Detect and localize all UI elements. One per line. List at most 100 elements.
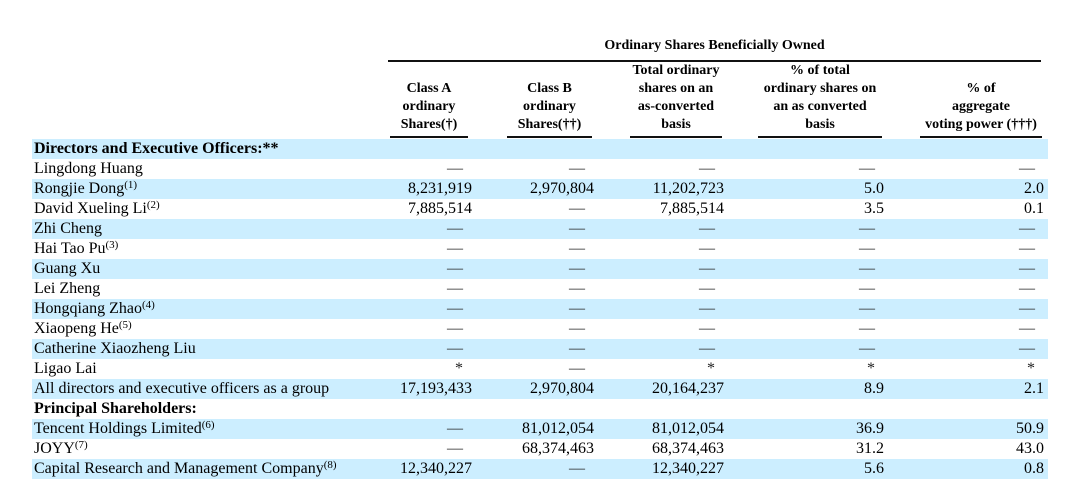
cell-text: 0.1 xyxy=(1024,200,1044,217)
cell-text: — xyxy=(569,260,585,277)
column-header-line: as-converted xyxy=(637,99,715,114)
cell-value: 5.0 xyxy=(724,179,884,199)
cell-text: — xyxy=(569,240,585,257)
cell-value: — xyxy=(472,199,594,219)
cell-value: — xyxy=(472,159,594,179)
column-header: Class A ordinary Shares(†) xyxy=(364,62,494,134)
cell-value: — xyxy=(884,259,1044,279)
cell-value: — xyxy=(594,259,724,279)
table-row: Principal Shareholders: xyxy=(32,399,1048,419)
cell-text: — xyxy=(699,280,715,297)
column-header-line: basis xyxy=(661,117,691,132)
cell-value xyxy=(594,139,724,159)
cell-text: 2,970,804 xyxy=(530,180,594,197)
cell-value: 20,164,237 xyxy=(594,379,724,399)
column-underline xyxy=(507,136,592,138)
cell-value: — xyxy=(472,219,594,239)
cell-text: — xyxy=(569,460,585,477)
cell-value: 68,374,463 xyxy=(594,439,724,459)
cell-value: — xyxy=(884,339,1044,359)
table-span-header: Ordinary Shares Beneficially Owned xyxy=(604,38,825,53)
footnote-ref: (1) xyxy=(124,179,138,191)
table-row: Catherine Xiaozheng Liu — — — — — xyxy=(32,339,1048,359)
column-header-line: Class A xyxy=(406,81,452,96)
ownership-table-body: Directors and Executive Officers:** Lingd… xyxy=(32,139,1048,479)
cell-text: * xyxy=(867,360,875,377)
row-label: Rongjie Dong(1) xyxy=(34,179,138,198)
column-underline xyxy=(390,136,468,138)
cell-text: 12,340,227 xyxy=(400,460,472,477)
cell-value: — xyxy=(724,339,884,359)
table-row: Zhi Cheng — — — — — xyxy=(32,219,1048,239)
cell-text: — xyxy=(569,220,585,237)
cell-text: — xyxy=(569,320,585,337)
row-label: Guang Xu xyxy=(34,260,101,277)
cell-value: 12,340,227 xyxy=(594,459,724,479)
cell-text: — xyxy=(859,220,875,237)
column-header-line: Shares(†) xyxy=(400,117,458,132)
cell-value: — xyxy=(884,299,1044,319)
column-header-line: ordinary shares on xyxy=(763,81,877,96)
row-label: David Xueling Li(2) xyxy=(34,199,160,218)
column-header-line: shares on an xyxy=(638,81,714,96)
table-row: Guang Xu — — — — — xyxy=(32,259,1048,279)
cell-text: 5.6 xyxy=(864,460,884,477)
footnote-ref: (2) xyxy=(146,199,160,211)
cell-text: — xyxy=(699,160,715,177)
cell-value: — xyxy=(724,159,884,179)
cell-text: — xyxy=(569,280,585,297)
cell-value xyxy=(724,399,884,419)
cell-text: 68,374,463 xyxy=(652,440,724,457)
cell-value: 81,012,054 xyxy=(594,419,724,439)
cell-value xyxy=(472,399,594,419)
cell-text: 43.0 xyxy=(1016,440,1044,457)
cell-text: — xyxy=(447,240,463,257)
cell-text: — xyxy=(569,340,585,357)
cell-value: — xyxy=(472,459,594,479)
cell-text: 81,012,054 xyxy=(522,420,594,437)
cell-value: — xyxy=(392,159,472,179)
table-row: JOYY(7) — 68,374,463 68,374,463 31.2 43.0 xyxy=(32,439,1048,459)
cell-value: — xyxy=(472,339,594,359)
cell-value: 8.9 xyxy=(724,379,884,399)
footnote-ref: (8) xyxy=(323,459,337,471)
cell-text: — xyxy=(859,340,875,357)
row-label: Lei Zheng xyxy=(34,280,101,297)
cell-value: 5.6 xyxy=(724,459,884,479)
column-underline xyxy=(920,136,1042,138)
cell-value xyxy=(724,139,884,159)
cell-value: — xyxy=(594,279,724,299)
cell-value: — xyxy=(594,239,724,259)
column-header-line: Shares(††) xyxy=(517,117,582,132)
row-label: Catherine Xiaozheng Liu xyxy=(34,340,196,357)
cell-value: 50.9 xyxy=(884,419,1044,439)
table-row: Hai Tao Pu(3) — — — — — xyxy=(32,239,1048,259)
cell-value: 11,202,723 xyxy=(594,179,724,199)
cell-text: 8,231,919 xyxy=(408,180,472,197)
cell-text: 2.0 xyxy=(1024,180,1044,197)
cell-text: — xyxy=(1019,340,1035,357)
column-header-line: ordinary xyxy=(523,99,576,114)
row-label: Zhi Cheng xyxy=(34,220,102,237)
cell-value: 0.8 xyxy=(884,459,1044,479)
footnote-ref: (5) xyxy=(118,319,132,331)
cell-text: * xyxy=(1027,360,1035,377)
cell-value: — xyxy=(594,319,724,339)
cell-value: * xyxy=(724,359,884,379)
cell-value: — xyxy=(724,259,884,279)
column-header-line: basis xyxy=(805,117,835,132)
cell-value: — xyxy=(392,259,472,279)
cell-value: 68,374,463 xyxy=(472,439,594,459)
cell-value: — xyxy=(884,319,1044,339)
column-header-line: % of xyxy=(966,81,996,96)
column-header-line: an as converted xyxy=(773,99,867,114)
table-row: Xiaopeng He(5) — — — — — xyxy=(32,319,1048,339)
cell-text: 81,012,054 xyxy=(652,420,724,437)
column-header: % of total ordinary shares on an as conver… xyxy=(745,62,895,134)
column-underline xyxy=(630,136,722,138)
cell-value: 2.1 xyxy=(884,379,1044,399)
table-row: Rongjie Dong(1) 8,231,919 2,970,804 11,202,… xyxy=(32,179,1048,199)
cell-text: — xyxy=(569,200,585,217)
column-header-line: aggregate xyxy=(951,99,1011,114)
cell-text: — xyxy=(859,320,875,337)
